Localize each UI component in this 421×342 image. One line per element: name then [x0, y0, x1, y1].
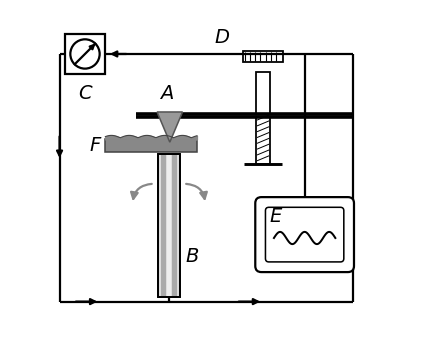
Polygon shape — [256, 71, 270, 114]
Text: D: D — [214, 28, 229, 47]
Polygon shape — [105, 140, 197, 152]
Polygon shape — [65, 34, 105, 74]
Polygon shape — [158, 154, 180, 297]
Polygon shape — [256, 117, 270, 164]
Text: C: C — [78, 84, 92, 104]
Polygon shape — [161, 155, 166, 296]
Text: F: F — [89, 136, 100, 155]
Polygon shape — [157, 112, 183, 142]
Text: A: A — [160, 84, 173, 104]
Polygon shape — [167, 155, 171, 296]
Text: E: E — [270, 207, 282, 226]
FancyBboxPatch shape — [255, 197, 354, 272]
Polygon shape — [243, 51, 283, 63]
Polygon shape — [172, 155, 177, 296]
Text: B: B — [185, 247, 198, 266]
